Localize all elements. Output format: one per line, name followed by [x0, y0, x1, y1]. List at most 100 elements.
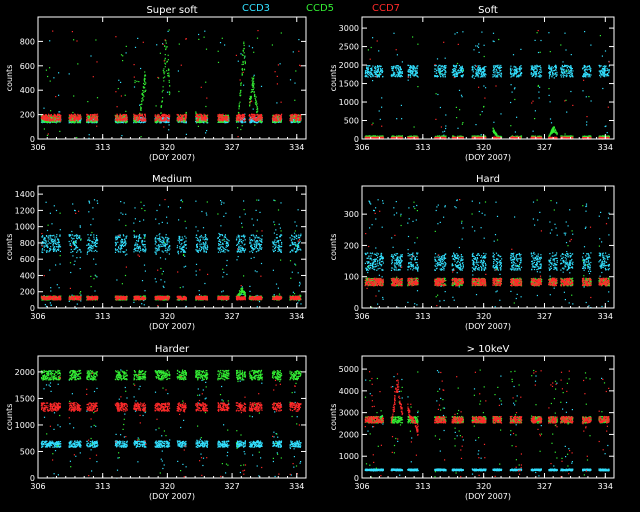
data-point	[472, 71, 474, 73]
data-point	[550, 68, 552, 70]
data-point	[495, 75, 498, 77]
data-point	[599, 71, 601, 73]
data-point	[200, 120, 202, 122]
data-point	[122, 55, 124, 57]
data-point	[242, 114, 244, 116]
data-point	[396, 65, 399, 67]
data-point	[252, 90, 254, 92]
data-point	[561, 70, 563, 72]
data-point	[166, 115, 168, 118]
data-point	[290, 114, 292, 116]
data-point	[584, 69, 587, 71]
data-point	[561, 72, 563, 74]
data-point	[177, 121, 179, 123]
data-point	[364, 70, 367, 72]
data-point	[566, 64, 568, 67]
data-point	[239, 113, 241, 116]
data-point	[73, 95, 75, 97]
data-point	[163, 113, 166, 115]
data-point	[477, 67, 479, 69]
data-point	[124, 117, 126, 119]
data-point	[461, 65, 463, 67]
data-point	[58, 114, 60, 116]
data-point	[530, 65, 532, 67]
data-point	[179, 120, 181, 122]
data-point	[441, 65, 443, 67]
data-point	[453, 73, 455, 75]
data-point	[514, 68, 516, 70]
data-point	[80, 117, 82, 119]
data-point	[252, 82, 254, 85]
data-point	[456, 73, 458, 75]
data-point	[144, 115, 146, 117]
data-point	[519, 75, 521, 77]
data-point	[141, 120, 144, 122]
data-point	[370, 76, 372, 78]
data-point	[472, 68, 474, 70]
data-point	[366, 70, 368, 73]
data-point	[196, 119, 198, 121]
data-point	[256, 106, 258, 108]
data-point	[515, 71, 517, 73]
data-point	[540, 76, 542, 78]
data-point	[197, 114, 199, 116]
data-point	[401, 61, 403, 63]
data-point	[481, 76, 483, 78]
data-point	[167, 54, 169, 56]
data-point	[561, 69, 563, 71]
data-point	[249, 102, 251, 104]
data-point	[395, 69, 397, 71]
data-point	[222, 119, 225, 121]
data-point	[292, 113, 294, 115]
data-point	[90, 116, 92, 119]
data-point	[480, 73, 483, 75]
data-point	[434, 65, 436, 67]
data-point	[445, 125, 447, 127]
data-point	[461, 96, 463, 98]
data-point	[69, 117, 71, 119]
data-point	[163, 114, 165, 116]
data-point	[399, 72, 401, 74]
data-point	[517, 74, 520, 76]
data-point	[294, 117, 296, 119]
data-point	[114, 120, 116, 123]
data-point	[532, 67, 534, 69]
data-point	[136, 116, 138, 118]
data-point	[134, 120, 136, 122]
data-point	[161, 116, 163, 118]
data-point	[511, 91, 513, 93]
data-point	[142, 116, 144, 118]
data-point	[530, 67, 533, 69]
data-point	[434, 74, 436, 77]
data-point	[472, 66, 474, 68]
data-point	[144, 90, 146, 92]
data-point	[144, 119, 146, 121]
data-point	[47, 116, 49, 119]
data-point	[366, 65, 368, 67]
data-point	[570, 54, 572, 56]
data-point	[55, 118, 57, 120]
data-point	[166, 60, 168, 62]
data-point	[493, 71, 495, 74]
data-point	[251, 84, 253, 87]
data-point	[372, 65, 374, 67]
data-point	[600, 70, 602, 72]
data-point	[57, 119, 59, 121]
data-point	[253, 92, 255, 94]
data-point	[163, 120, 165, 122]
data-point	[154, 115, 156, 117]
data-point	[414, 74, 416, 76]
data-point	[536, 73, 538, 75]
data-point	[236, 118, 238, 120]
data-point	[539, 69, 541, 71]
data-point	[368, 71, 370, 73]
data-point	[124, 119, 126, 121]
data-point	[182, 120, 184, 122]
data-point	[207, 114, 209, 116]
data-point	[410, 67, 412, 69]
data-point	[442, 75, 444, 77]
data-point	[539, 67, 542, 69]
data-point	[571, 74, 573, 76]
data-point	[564, 72, 566, 74]
data-point	[537, 65, 539, 68]
